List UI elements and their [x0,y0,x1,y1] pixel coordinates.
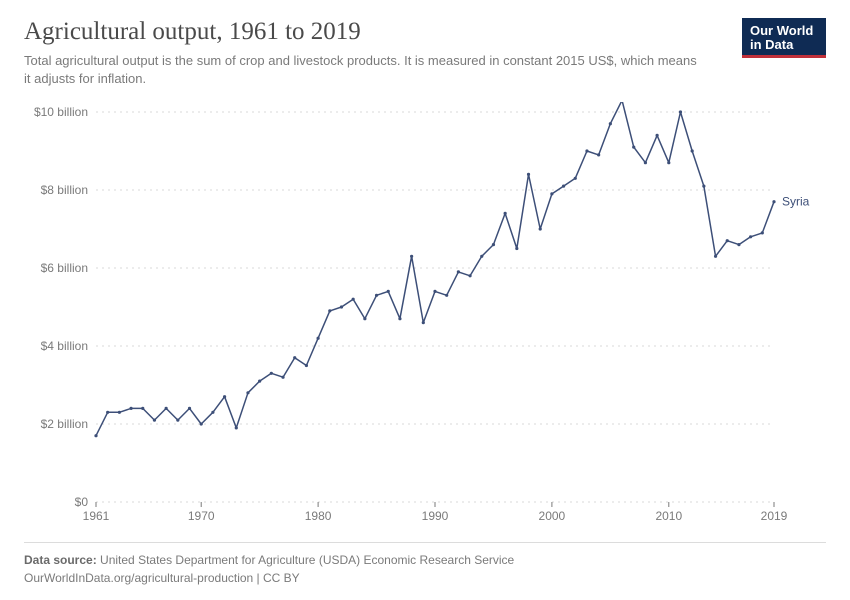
data-point [562,185,565,188]
data-point [398,317,401,320]
data-point [165,407,168,410]
data-point [340,306,343,309]
data-point [118,411,121,414]
data-point [281,376,284,379]
data-point [433,290,436,293]
data-point [585,150,588,153]
data-point [328,310,331,313]
data-point [211,411,214,414]
data-point [270,372,273,375]
data-point [457,271,460,274]
owid-logo: Our World in Data [742,18,826,58]
data-point [200,423,203,426]
data-point [468,275,471,278]
data-point [492,243,495,246]
data-point [258,380,261,383]
data-point [515,247,518,250]
header: Our World in Data Agricultural output, 1… [24,18,826,88]
data-point [246,392,249,395]
data-point [761,232,764,235]
data-point [94,434,97,437]
data-point [352,298,355,301]
y-tick-label: $10 billion [34,105,88,119]
y-tick-label: $0 [75,495,89,509]
data-point [223,395,226,398]
data-point [188,407,191,410]
data-point [176,419,179,422]
data-point [644,161,647,164]
data-point [445,294,448,297]
y-tick-label: $6 billion [41,261,88,275]
data-point [106,411,109,414]
x-tick-label: 1970 [188,509,215,523]
data-point [550,193,553,196]
data-point [504,212,507,215]
y-tick-label: $2 billion [41,417,88,431]
line-chart: $0 $2 billion $4 billion $6 billion $8 billi… [24,102,826,532]
data-point [363,317,366,320]
data-point [772,200,775,203]
y-tick-label: $8 billion [41,183,88,197]
data-point [656,134,659,137]
chart-subtitle: Total agricultural output is the sum of … [24,52,704,88]
data-point [235,427,238,430]
data-point [702,185,705,188]
data-point [609,122,612,125]
logo-line2: in Data [750,38,818,52]
chart-area: $0 $2 billion $4 billion $6 billion $8 billi… [24,102,826,532]
data-point [749,236,752,239]
data-point [726,239,729,242]
data-point [480,255,483,258]
logo-line1: Our World [750,24,818,38]
data-point [375,294,378,297]
data-point [714,255,717,258]
data-point [667,161,670,164]
x-tick-label: 1990 [422,509,449,523]
chart-footer: Data source: United States Department fo… [24,542,826,587]
data-point [597,154,600,157]
data-point [737,243,740,246]
data-point [305,364,308,367]
data-point [129,407,132,410]
data-point [293,356,296,359]
data-point [387,290,390,293]
x-tick-label: 2000 [539,509,566,523]
data-point [422,321,425,324]
series-label: Syria [782,195,810,209]
data-point [141,407,144,410]
data-point [153,419,156,422]
x-tick-label: 1961 [83,509,110,523]
data-point [632,146,635,149]
data-point [691,150,694,153]
data-point [317,337,320,340]
attribution-line: OurWorldInData.org/agricultural-producti… [24,569,826,587]
source-label: Data source: [24,553,97,567]
data-point [410,255,413,258]
series-line [96,102,774,436]
x-tick-label: 2010 [655,509,682,523]
y-tick-label: $4 billion [41,339,88,353]
chart-title: Agricultural output, 1961 to 2019 [24,18,826,46]
x-tick-label: 1980 [305,509,332,523]
data-point [539,228,542,231]
data-point [527,173,530,176]
data-point [574,177,577,180]
data-point [679,111,682,114]
source-text: United States Department for Agriculture… [100,553,514,567]
source-line: Data source: United States Department fo… [24,551,826,569]
x-tick-label: 2019 [761,509,788,523]
